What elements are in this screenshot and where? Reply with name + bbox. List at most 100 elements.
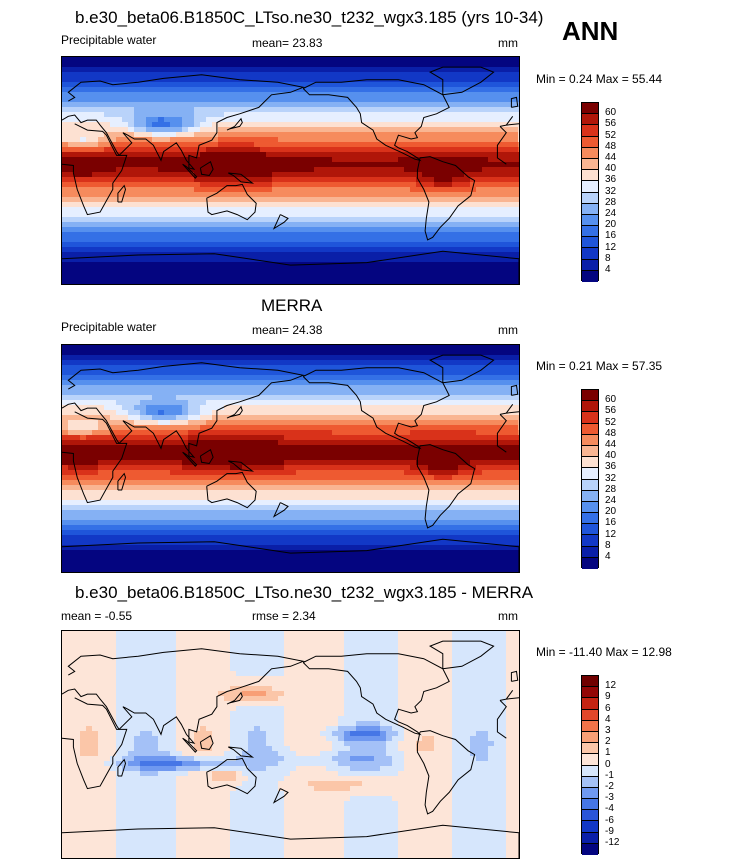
colorbar-swatch [582,513,598,525]
coastline [505,404,514,414]
coastline [496,700,507,739]
colorbar-tick-label: 2 [605,736,611,748]
panel-2-mean-label: mean= 24.38 [252,323,323,337]
coastline [428,66,495,96]
colorbar-tick-label: 48 [605,427,617,439]
coastline [62,250,519,284]
colorbar-swatch [582,479,598,491]
colorbar-tick-label: 56 [605,118,617,130]
coastline [302,79,450,162]
colorbar-swatch [582,270,598,282]
coastline [199,160,214,177]
coastline [499,411,519,415]
colorbar-tick-label: 1 [605,747,611,759]
colorbar-tick-label: -9 [605,825,614,837]
panel-2-colorbar [581,389,599,569]
coastline [496,126,507,165]
colorbar-swatch [582,524,598,536]
colorbar-tick-label: 8 [605,539,611,551]
panel-3-mean-label: mean = -0.55 [61,609,133,623]
coastline [226,691,243,705]
panel-2-map [61,344,520,573]
colorbar-tick-label: 52 [605,129,617,141]
coastline [496,414,507,453]
panel-2-minmax: Min = 0.21 Max = 57.35 [536,359,663,373]
panel-3-colorbar [581,675,599,855]
panel-1-colorbar [581,102,599,282]
colorbar-swatch [582,720,598,732]
colorbar-tick-label: 40 [605,450,617,462]
panel-1-minmax: Min = 0.24 Max = 55.44 [536,72,663,86]
panel-1-title: b.e30_beta06.B1850C_LTso.ne30_t232_wgx3.… [75,8,544,27]
colorbar-swatch [582,787,598,800]
coastline [117,758,127,777]
colorbar-tick-label: 48 [605,140,617,152]
colorbar-tick-label: -6 [605,814,614,826]
colorbar-tick-label: 9 [605,691,611,703]
coastline [226,405,243,419]
colorbar-tick-label: 32 [605,185,617,197]
colorbar-swatch [582,557,598,569]
colorbar-tick-label: 16 [605,517,617,529]
colorbar-swatch [582,546,598,558]
map-field [62,631,519,858]
colorbar-tick-label: 60 [605,107,617,119]
coastline [182,163,198,179]
colorbar-tick-label: 4 [605,713,611,725]
coastline [206,183,257,221]
colorbar-tick-label: -4 [605,803,614,815]
colorbar-swatch [582,412,598,424]
colorbar-tick-label: 44 [605,439,617,450]
coastline [228,172,255,184]
colorbar-tick-label: 40 [605,163,617,175]
colorbar-tick-label: 8 [605,252,611,264]
colorbar-tick-label: 56 [605,405,617,417]
coastline [182,451,198,467]
coastline [62,648,305,745]
colorbar-swatch [582,158,598,171]
colorbar-tick-label: -12 [605,837,620,848]
colorbar-tick-label: 12 [605,528,617,540]
coastline [117,472,127,491]
coastline [272,214,289,230]
colorbar-swatch [582,434,598,446]
colorbar-swatch [582,743,598,755]
colorbar-tick-label: 3 [605,725,611,736]
season-label: ANN [562,16,619,46]
colorbar-swatch [582,192,598,204]
coastline [62,123,128,216]
colorbar-swatch [582,214,598,227]
colorbar-swatch [582,170,598,182]
coastline [226,117,243,131]
colorbar-tick-label: -1 [605,769,614,781]
coastline [416,730,476,815]
colorbar-tick-label: 36 [605,174,617,186]
colorbar-swatch [582,423,598,435]
panel-1-variable-label: Precipitable water [61,33,157,47]
colorbar-tick-label: 44 [605,152,617,163]
colorbar-swatch [582,136,598,148]
coastline [272,788,289,804]
colorbar-swatch [582,754,598,766]
panel-3-minmax: Min = -11.40 Max = 12.98 [536,645,672,659]
colorbar-swatch [582,731,598,744]
coastline [416,444,476,529]
colorbar-tick-label: 36 [605,461,617,473]
colorbar-swatch [582,390,598,402]
panel-2-variable-label: Precipitable water [61,320,157,334]
colorbar-swatch [582,203,598,215]
coastline [228,746,255,758]
colorbar-swatch [582,776,598,788]
colorbar-tick-label: 16 [605,230,617,242]
coastline [428,640,495,670]
coastline [62,538,519,572]
panel-3-units: mm [498,609,518,623]
colorbar-swatch [582,765,598,777]
coastline [416,156,476,241]
colorbar-tick-label: -3 [605,792,614,804]
panel-1-units: mm [498,36,518,50]
coastline [62,362,305,459]
coastline [505,690,514,700]
colorbar-tick-label: 4 [605,551,611,562]
colorbar-swatch [582,709,598,721]
